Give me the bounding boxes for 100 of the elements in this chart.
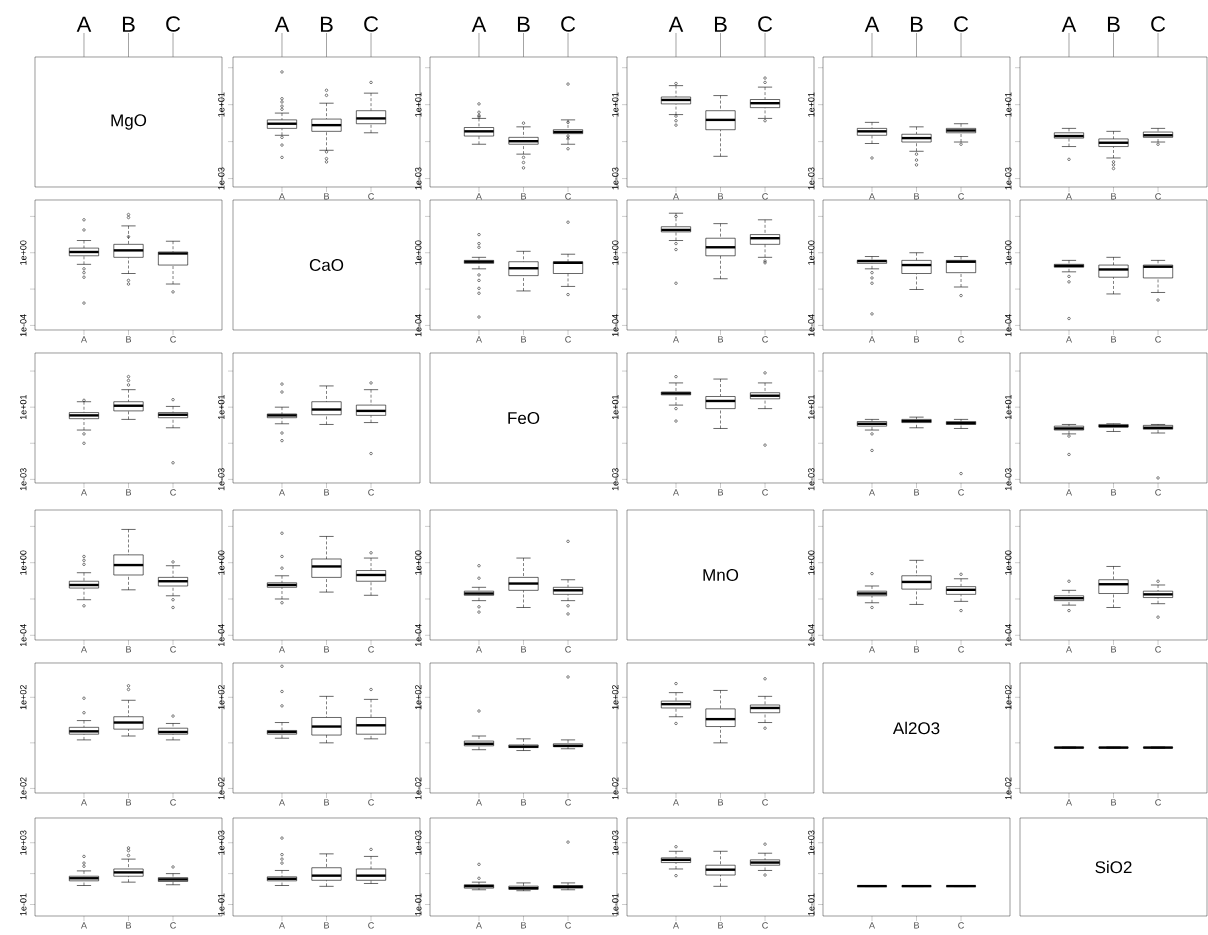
x-tick-label: A — [475, 646, 482, 653]
text: FeO — [508, 411, 540, 425]
x-tick-label: C — [1155, 193, 1161, 200]
x-tick-label: B — [718, 922, 724, 929]
x-tick-label: C — [565, 193, 571, 200]
x-tick-label: C — [762, 799, 768, 806]
text: B — [122, 16, 135, 32]
x-tick-label: B — [521, 646, 527, 653]
x-tick-label: A — [278, 922, 285, 929]
x-tick-label: B — [914, 646, 920, 653]
y-tick-label: 1e+01 — [808, 394, 815, 420]
x-tick-label: A — [80, 646, 87, 653]
x-tick-label: A — [1066, 646, 1072, 653]
y-tick-label: 1e-04 — [20, 624, 27, 647]
x-tick-label: B — [718, 193, 724, 200]
text: A — [668, 16, 684, 32]
y-tick-label: 1e-04 — [1005, 624, 1012, 647]
y-tick-label: 1e+03 — [808, 830, 815, 855]
y-tick-label: 1e-03 — [808, 468, 815, 491]
y-tick-label: 1e-04 — [415, 314, 422, 337]
y-tick-label: 1e+00 — [415, 240, 422, 265]
y-tick-label: 1e-03 — [415, 167, 422, 190]
y-tick-label: 1e-03 — [218, 167, 225, 190]
x-tick-label: B — [521, 193, 527, 200]
x-tick-label: B — [1111, 799, 1117, 806]
x-tick-label: B — [914, 489, 920, 496]
y-tick-label: 1e-04 — [808, 624, 815, 647]
x-tick-label: A — [475, 336, 482, 343]
x-tick-label: A — [80, 336, 87, 343]
y-tick-label: 1e-03 — [808, 167, 815, 190]
x-tick-label: B — [1111, 193, 1117, 200]
y-tick-label: 1e-02 — [1005, 777, 1012, 800]
x-tick-label: C — [958, 489, 964, 496]
y-tick-label: 1e+03 — [218, 830, 225, 855]
x-tick-label: A — [278, 193, 285, 200]
y-tick-label: 1e+02 — [612, 685, 619, 710]
x-tick-label: C — [170, 489, 176, 496]
text: B — [1107, 16, 1120, 32]
y-tick-label: 1e-03 — [20, 468, 27, 491]
x-tick-label: A — [278, 489, 285, 496]
x-tick-label: B — [914, 193, 920, 200]
y-tick-label: 1e-02 — [20, 777, 27, 800]
x-tick-label: A — [1066, 799, 1072, 806]
y-tick-label: 1e-03 — [612, 167, 619, 190]
y-tick-label: 1e+01 — [218, 92, 225, 117]
x-tick-label: A — [869, 489, 875, 496]
text: MgO — [111, 114, 147, 130]
text: SiO2 — [1095, 860, 1132, 874]
y-tick-label: 1e-01 — [218, 893, 225, 916]
y-tick-label: 1e-03 — [218, 468, 225, 491]
text: Al2O3 — [892, 721, 940, 735]
text: A — [274, 16, 290, 32]
x-tick-label: A — [475, 799, 482, 806]
x-tick-label: A — [278, 646, 285, 653]
x-tick-label: C — [958, 336, 964, 343]
x-tick-label: C — [565, 646, 571, 653]
y-tick-label: 1e+03 — [20, 830, 27, 855]
y-tick-label: 1e+03 — [612, 830, 619, 855]
x-tick-label: A — [80, 489, 87, 496]
x-tick-label: C — [368, 193, 374, 200]
x-tick-label: A — [869, 646, 875, 653]
x-tick-label: C — [762, 336, 768, 343]
x-tick-label: B — [324, 193, 330, 200]
x-tick-label: A — [673, 922, 679, 929]
x-tick-label: C — [1155, 646, 1161, 653]
x-tick-label: C — [1155, 799, 1161, 806]
y-tick-label: 1e-01 — [20, 893, 27, 916]
x-tick-label: C — [1155, 336, 1161, 343]
y-tick-label: 1e+00 — [612, 240, 619, 265]
x-tick-label: B — [126, 646, 132, 653]
x-tick-label: B — [718, 489, 724, 496]
x-tick-label: C — [958, 646, 964, 653]
x-tick-label: A — [673, 193, 679, 200]
y-tick-label: 1e-02 — [415, 777, 422, 800]
y-tick-label: 1e+01 — [1005, 394, 1012, 420]
text: A — [1061, 16, 1077, 32]
x-tick-label: C — [958, 922, 964, 929]
y-tick-label: 1e+00 — [1005, 550, 1012, 575]
y-tick-label: 1e+00 — [808, 240, 815, 265]
y-tick-label: 1e+01 — [612, 92, 619, 117]
y-tick-label: 1e+00 — [20, 240, 27, 265]
text: C — [561, 16, 576, 32]
y-tick-label: 1e+00 — [20, 550, 27, 575]
y-tick-label: 1e-04 — [218, 624, 225, 647]
x-tick-label: C — [565, 922, 571, 929]
x-tick-label: B — [521, 336, 527, 343]
x-tick-label: B — [324, 489, 330, 496]
x-tick-label: A — [1066, 336, 1072, 343]
y-tick-label: 1e-01 — [808, 893, 815, 916]
text: A — [471, 16, 487, 32]
y-tick-label: 1e-04 — [20, 314, 27, 337]
x-tick-label: C — [170, 646, 176, 653]
x-tick-label: B — [521, 799, 527, 806]
x-tick-label: C — [565, 336, 571, 343]
x-tick-label: A — [869, 922, 875, 929]
y-tick-label: 1e+01 — [808, 92, 815, 117]
x-tick-label: C — [170, 336, 176, 343]
x-tick-label: B — [324, 799, 330, 806]
x-tick-label: A — [673, 336, 679, 343]
x-tick-label: B — [718, 336, 724, 343]
